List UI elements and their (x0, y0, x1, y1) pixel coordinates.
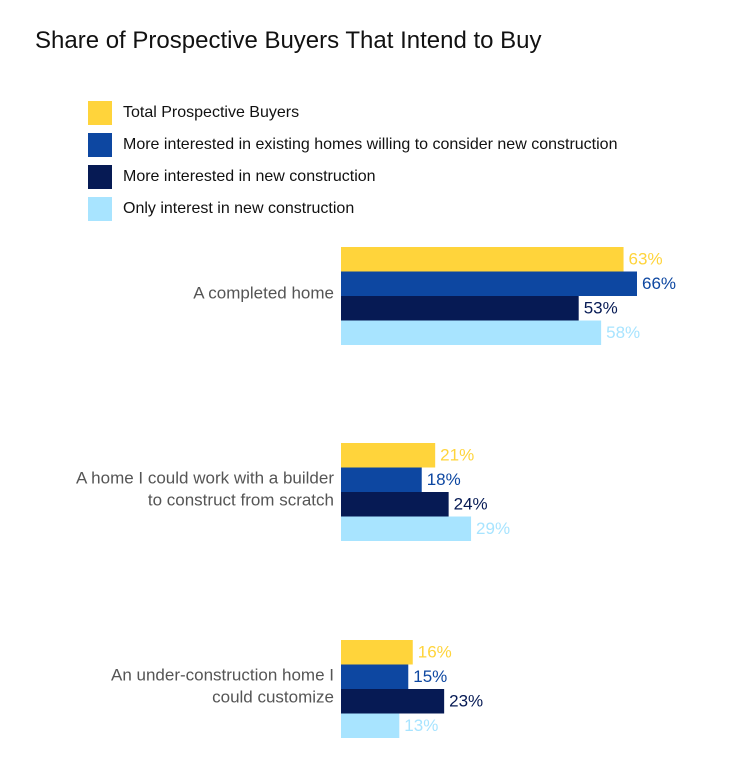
legend-label-total: Total Prospective Buyers (123, 104, 300, 121)
legend-label-new-construction: More interested in new construction (123, 168, 376, 185)
bar-0-2 (341, 296, 579, 321)
legend: Total Prospective Buyers More interested… (88, 97, 617, 225)
bar-2-0 (341, 640, 413, 665)
bar-2-3 (341, 713, 400, 738)
value-label-2-2: 23% (449, 692, 483, 711)
legend-item-total: Total Prospective Buyers (88, 97, 617, 129)
category-label-0-line-0: A completed home (193, 283, 334, 302)
category-label-1-line-0: A home I could work with a builder (76, 468, 334, 487)
legend-swatch-new-construction (88, 165, 112, 189)
value-label-2-0: 16% (418, 643, 452, 662)
legend-item-only-new: Only interest in new construction (88, 193, 617, 225)
chart-title: Share of Prospective Buyers That Intend … (35, 27, 542, 54)
legend-label-only-new: Only interest in new construction (123, 200, 355, 217)
category-label-2-line-0: An under-construction home I (111, 665, 334, 684)
value-label-2-3: 13% (404, 716, 438, 735)
legend-label-existing: More interested in existing homes willin… (123, 136, 618, 153)
category-label-2-line-1: could customize (212, 687, 334, 706)
value-label-1-1: 18% (427, 470, 461, 489)
category-label-1-line-1: to construct from scratch (148, 490, 334, 509)
value-label-2-1: 15% (413, 667, 447, 686)
bar-1-0 (341, 443, 436, 468)
bar-0-3 (341, 320, 602, 345)
value-label-0-0: 63% (629, 250, 663, 269)
value-label-0-1: 66% (642, 274, 676, 293)
bar-2-2 (341, 689, 445, 714)
legend-swatch-total (88, 101, 112, 125)
bar-1-2 (341, 492, 449, 517)
bar-0-1 (341, 271, 637, 296)
legend-item-existing: More interested in existing homes willin… (88, 129, 617, 161)
legend-swatch-existing (88, 133, 112, 157)
value-label-1-3: 29% (476, 519, 510, 538)
value-label-1-2: 24% (454, 495, 488, 514)
bar-1-1 (341, 467, 422, 492)
value-label-0-3: 58% (606, 323, 640, 342)
legend-item-new-construction: More interested in new construction (88, 161, 617, 193)
bar-2-1 (341, 664, 409, 689)
value-label-1-0: 21% (440, 446, 474, 465)
bar-0-0 (341, 247, 624, 272)
value-label-0-2: 53% (584, 299, 618, 318)
bar-1-3 (341, 516, 472, 541)
legend-swatch-only-new (88, 197, 112, 221)
